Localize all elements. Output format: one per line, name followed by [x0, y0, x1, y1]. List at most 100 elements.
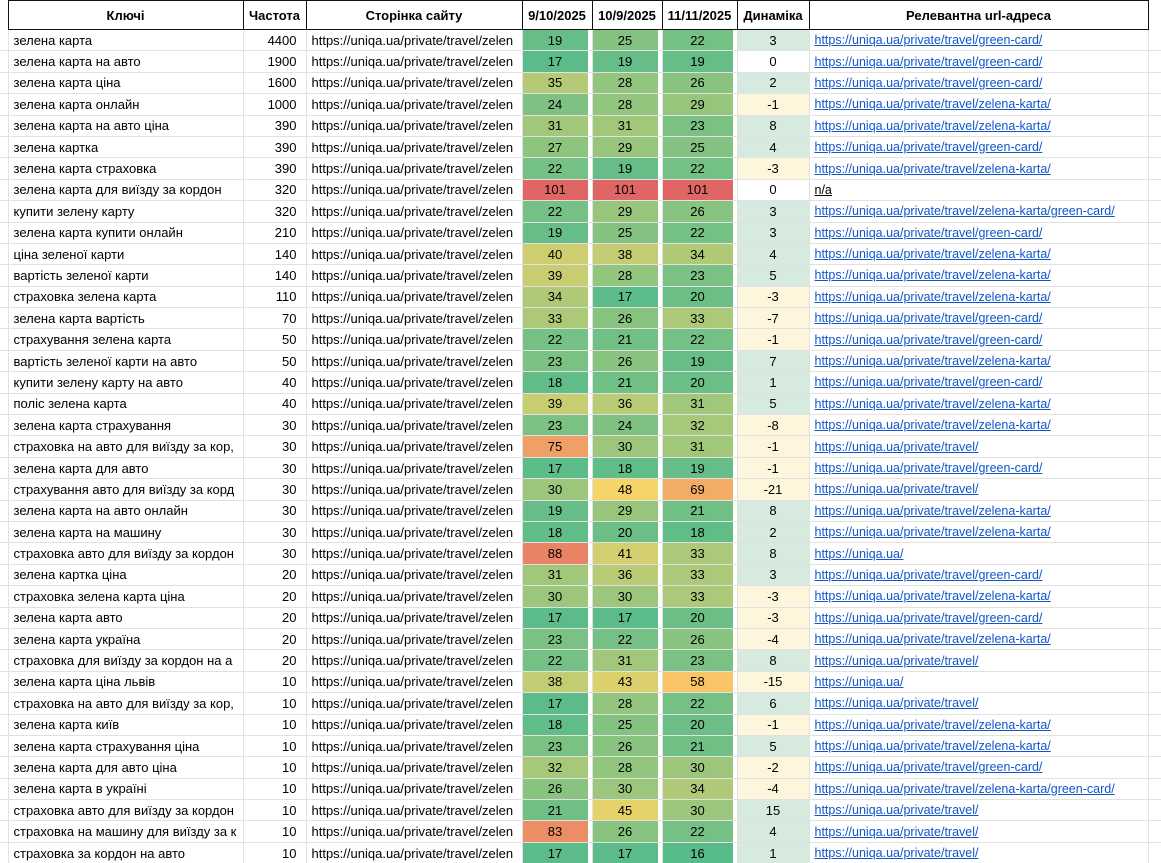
cell-position-1[interactable]: 23 [522, 414, 593, 437]
cell-relevant-url[interactable]: https://uniqa.ua/private/travel/zelena-k… [809, 735, 1149, 758]
cell-dynamics[interactable]: 15 [737, 799, 810, 822]
url-link[interactable]: https://uniqa.ua/private/travel/green-ca… [814, 461, 1043, 475]
cell-position-1[interactable]: 23 [522, 735, 593, 758]
cell-position-2[interactable]: 17 [592, 842, 663, 863]
cell-relevant-url[interactable]: https://uniqa.ua/private/travel/zelena-k… [809, 157, 1149, 180]
cell-frequency[interactable]: 30 [243, 500, 307, 522]
cell-position-1[interactable]: 19 [522, 29, 593, 52]
cell-position-3[interactable]: 19 [662, 50, 738, 73]
cell-position-3[interactable]: 23 [662, 649, 738, 672]
cell-relevant-url[interactable]: https://uniqa.ua/private/travel/ [809, 649, 1149, 672]
cell-position-2[interactable]: 22 [592, 628, 663, 651]
cell-position-3[interactable]: 34 [662, 778, 738, 801]
cell-relevant-url[interactable]: https://uniqa.ua/private/travel/green-ca… [809, 50, 1149, 73]
cell-dynamics[interactable]: -3 [737, 585, 810, 608]
url-link[interactable]: https://uniqa.ua/private/travel/zelena-k… [814, 161, 1051, 176]
cell-keyword[interactable]: зелена карта [8, 29, 244, 52]
cell-site-page[interactable]: https://uniqa.ua/private/travel/zelen [306, 778, 523, 801]
cell-position-1[interactable]: 75 [522, 435, 593, 458]
url-link[interactable]: https://uniqa.ua/private/travel/green-ca… [814, 610, 1043, 625]
url-link[interactable]: https://uniqa.ua/private/travel/ [814, 803, 979, 818]
cell-position-1[interactable]: 27 [522, 136, 593, 159]
cell-site-page[interactable]: https://uniqa.ua/private/travel/zelen [306, 136, 523, 159]
cell-position-3[interactable]: 23 [662, 264, 738, 287]
cell-position-2[interactable]: 26 [592, 350, 663, 373]
url-link[interactable]: https://uniqa.ua/private/travel/zelena-k… [814, 268, 1051, 283]
cell-keyword[interactable]: зелена карта для виїзду за кордон [8, 179, 244, 202]
cell-position-2[interactable]: 38 [592, 243, 663, 266]
cell-position-3[interactable]: 69 [662, 478, 738, 501]
url-link[interactable]: https://uniqa.ua/private/travel/green-ca… [814, 567, 1043, 582]
cell-site-page[interactable]: https://uniqa.ua/private/travel/zelen [306, 243, 523, 266]
cell-position-1[interactable]: 23 [522, 628, 593, 651]
cell-dynamics[interactable]: 3 [737, 564, 810, 587]
cell-position-3[interactable]: 31 [662, 393, 738, 416]
cell-position-1[interactable]: 101 [522, 179, 593, 202]
cell-relevant-url[interactable]: https://uniqa.ua/private/travel/zelena-k… [809, 264, 1149, 287]
cell-frequency[interactable]: 20 [243, 564, 307, 587]
cell-position-3[interactable]: 33 [662, 307, 738, 330]
cell-dynamics[interactable]: -3 [737, 286, 810, 309]
cell-site-page[interactable]: https://uniqa.ua/private/travel/zelen [306, 478, 523, 501]
url-link[interactable]: https://uniqa.ua/private/travel/zelena-k… [814, 396, 1051, 411]
cell-position-3[interactable]: 58 [662, 671, 738, 694]
cell-site-page[interactable]: https://uniqa.ua/private/travel/zelen [306, 756, 523, 779]
cell-position-2[interactable]: 28 [592, 264, 663, 287]
cell-position-1[interactable]: 22 [522, 200, 593, 223]
cell-keyword[interactable]: зелена карта на авто ціна [8, 115, 244, 137]
cell-keyword[interactable]: страхування зелена карта [8, 328, 244, 351]
cell-position-2[interactable]: 24 [592, 414, 663, 437]
cell-keyword[interactable]: страховка для виїзду за кордон на а [8, 649, 244, 672]
cell-relevant-url[interactable]: n/a [809, 179, 1149, 202]
cell-relevant-url[interactable]: https://uniqa.ua/private/travel/zelena-k… [809, 585, 1149, 608]
cell-dynamics[interactable]: -4 [737, 778, 810, 801]
col-header-date-2[interactable]: 10/9/2025 [591, 0, 663, 30]
cell-keyword[interactable]: страхування авто для виїзду за корд [8, 478, 244, 501]
cell-frequency[interactable]: 10 [243, 842, 307, 863]
cell-site-page[interactable]: https://uniqa.ua/private/travel/zelen [306, 93, 523, 116]
cell-position-1[interactable]: 22 [522, 328, 593, 351]
cell-site-page[interactable]: https://uniqa.ua/private/travel/zelen [306, 179, 523, 202]
cell-site-page[interactable]: https://uniqa.ua/private/travel/zelen [306, 72, 523, 95]
cell-site-page[interactable]: https://uniqa.ua/private/travel/zelen [306, 435, 523, 458]
cell-frequency[interactable]: 20 [243, 628, 307, 651]
cell-relevant-url[interactable]: https://uniqa.ua/private/travel/ [809, 692, 1149, 715]
cell-site-page[interactable]: https://uniqa.ua/private/travel/zelen [306, 521, 523, 544]
cell-dynamics[interactable]: -3 [737, 157, 810, 180]
cell-position-3[interactable]: 23 [662, 115, 738, 137]
url-link[interactable]: https://uniqa.ua/private/travel/ [814, 653, 979, 668]
cell-relevant-url[interactable]: https://uniqa.ua/ [809, 542, 1149, 565]
cell-position-1[interactable]: 17 [522, 692, 593, 715]
cell-relevant-url[interactable]: https://uniqa.ua/private/travel/green-ca… [809, 307, 1149, 330]
cell-position-2[interactable]: 17 [592, 286, 663, 309]
cell-dynamics[interactable]: 5 [737, 735, 810, 758]
cell-position-3[interactable]: 29 [662, 93, 738, 116]
cell-position-2[interactable]: 29 [592, 500, 663, 522]
cell-position-2[interactable]: 36 [592, 393, 663, 416]
cell-position-1[interactable]: 18 [522, 521, 593, 544]
cell-keyword[interactable]: зелена карта ціна [8, 72, 244, 95]
cell-keyword[interactable]: зелена карта страховка [8, 157, 244, 180]
cell-site-page[interactable]: https://uniqa.ua/private/travel/zelen [306, 692, 523, 715]
cell-site-page[interactable]: https://uniqa.ua/private/travel/zelen [306, 29, 523, 52]
cell-dynamics[interactable]: -1 [737, 435, 810, 458]
cell-dynamics[interactable]: 5 [737, 393, 810, 416]
cell-site-page[interactable]: https://uniqa.ua/private/travel/zelen [306, 350, 523, 373]
cell-position-2[interactable]: 25 [592, 222, 663, 244]
cell-frequency[interactable]: 30 [243, 542, 307, 565]
cell-site-page[interactable]: https://uniqa.ua/private/travel/zelen [306, 328, 523, 351]
url-link[interactable]: https://uniqa.ua/private/travel/green-ca… [814, 311, 1043, 326]
cell-keyword[interactable]: купити зелену карту [8, 200, 244, 223]
cell-position-1[interactable]: 17 [522, 457, 593, 480]
cell-keyword[interactable]: зелена карта на авто [8, 50, 244, 73]
cell-dynamics[interactable]: -15 [737, 671, 810, 694]
cell-keyword[interactable]: зелена карта в україні [8, 778, 244, 801]
cell-position-2[interactable]: 28 [592, 93, 663, 116]
cell-frequency[interactable]: 390 [243, 115, 307, 137]
cell-frequency[interactable]: 30 [243, 478, 307, 501]
cell-keyword[interactable]: зелена карта київ [8, 714, 244, 736]
cell-frequency[interactable]: 1900 [243, 50, 307, 73]
col-header-date-3[interactable]: 11/11/2025 [661, 0, 738, 30]
cell-position-3[interactable]: 25 [662, 136, 738, 159]
cell-position-1[interactable]: 22 [522, 157, 593, 180]
